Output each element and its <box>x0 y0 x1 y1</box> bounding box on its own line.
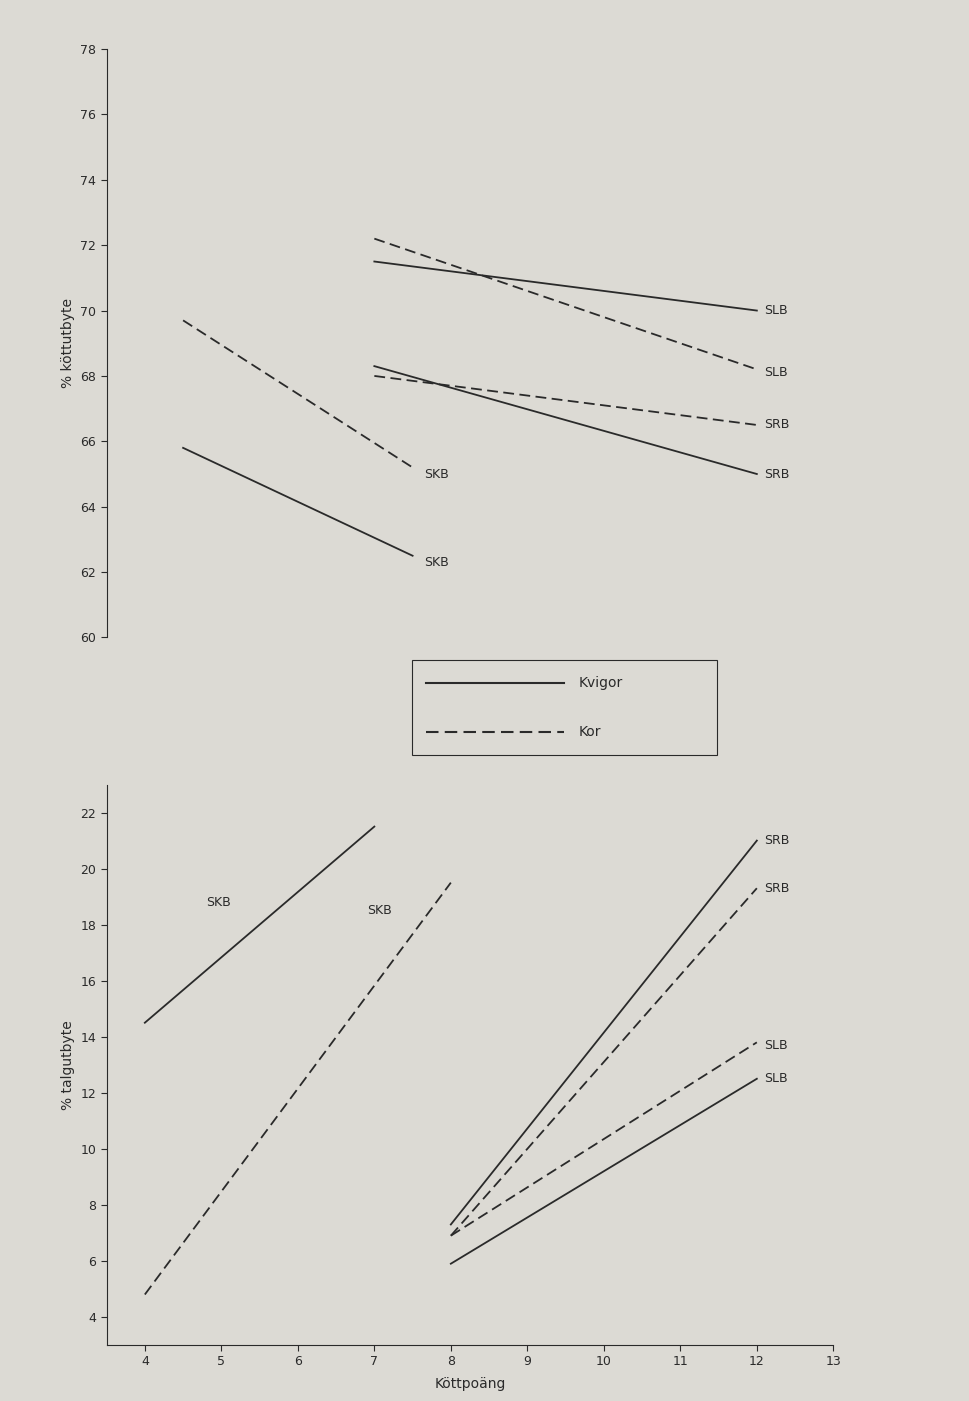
Text: SRB: SRB <box>765 419 790 432</box>
Text: SLB: SLB <box>765 1072 788 1086</box>
Text: SKB: SKB <box>424 556 449 569</box>
Text: SLB: SLB <box>765 304 788 317</box>
Text: SRB: SRB <box>765 468 790 481</box>
Text: SRB: SRB <box>765 834 790 848</box>
Y-axis label: % talgutbyte: % talgutbyte <box>61 1020 75 1110</box>
Text: SRB: SRB <box>765 881 790 895</box>
Text: SLB: SLB <box>765 366 788 380</box>
Text: SKB: SKB <box>206 895 231 909</box>
Text: Kvigor: Kvigor <box>578 675 623 689</box>
Text: SKB: SKB <box>424 468 449 481</box>
Bar <box>412 660 717 755</box>
X-axis label: Köttpoäng: Köttpoäng <box>434 1377 506 1391</box>
Text: Kor: Kor <box>578 726 602 740</box>
Text: SKB: SKB <box>366 904 391 918</box>
Y-axis label: % köttutbyte: % köttutbyte <box>61 298 75 388</box>
Text: SLB: SLB <box>765 1038 788 1052</box>
